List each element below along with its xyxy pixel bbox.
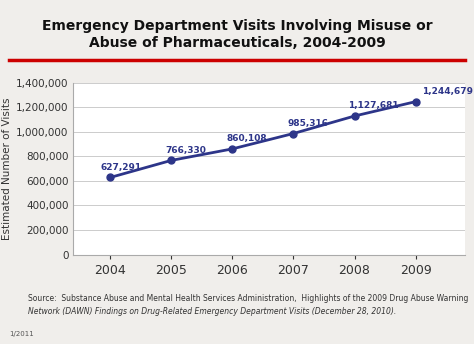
Text: Abuse of Pharmaceuticals, 2004-2009: Abuse of Pharmaceuticals, 2004-2009 [89, 36, 385, 50]
Text: Emergency Department Visits Involving Misuse or: Emergency Department Visits Involving Mi… [42, 19, 432, 33]
Text: 1/2011: 1/2011 [9, 331, 34, 337]
Text: 627,291: 627,291 [101, 163, 142, 172]
Y-axis label: Estimated Number of Visits: Estimated Number of Visits [2, 97, 12, 240]
Text: 860,108: 860,108 [226, 135, 267, 143]
Text: 766,330: 766,330 [165, 146, 206, 155]
Text: 1,127,681: 1,127,681 [348, 101, 399, 110]
Text: 1,244,679: 1,244,679 [422, 87, 473, 96]
Text: 985,316: 985,316 [287, 119, 328, 128]
Text: Network (DAWN) Findings on Drug-Related Emergency Department Visits (December 28: Network (DAWN) Findings on Drug-Related … [28, 307, 397, 316]
Text: Source:  Substance Abuse and Mental Health Services Administration,  Highlights : Source: Substance Abuse and Mental Healt… [28, 294, 469, 303]
